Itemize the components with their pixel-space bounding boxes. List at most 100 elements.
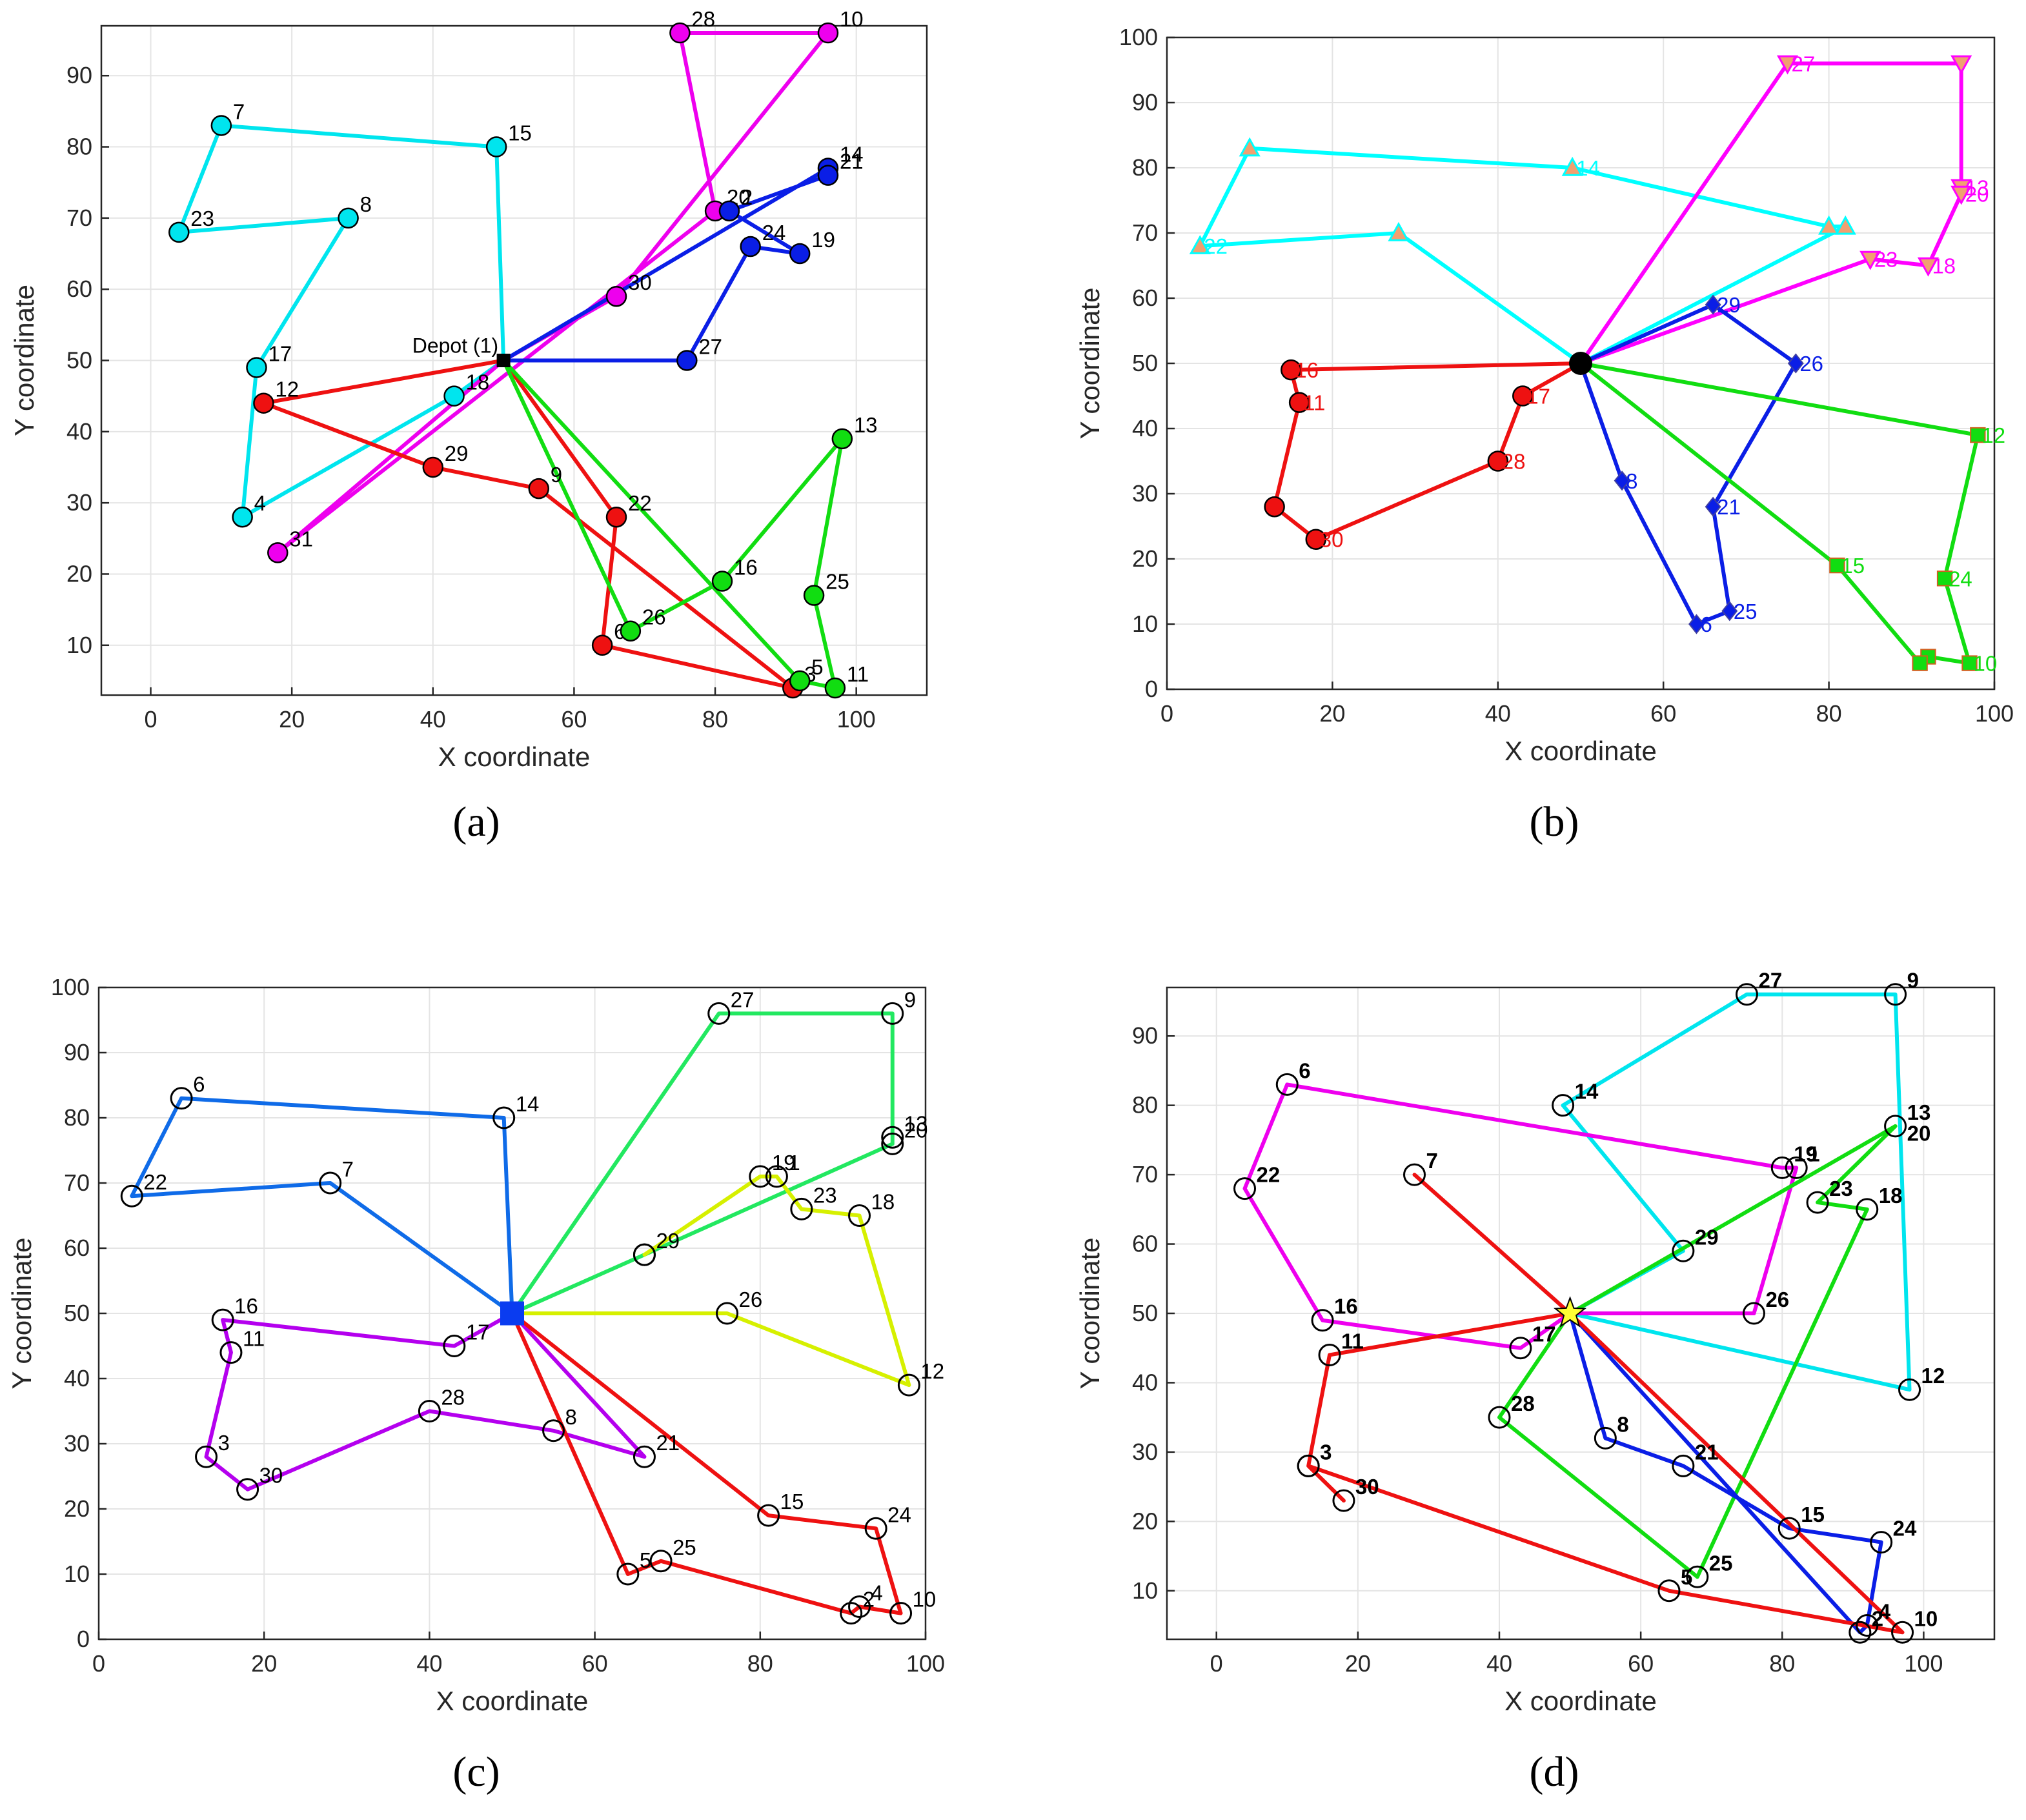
chart-a-node-label: 10 bbox=[840, 7, 864, 31]
chart-c-y-tick-label: 40 bbox=[64, 1365, 90, 1391]
chart-a-node-point bbox=[669, 22, 691, 44]
chart-a-node-label: 30 bbox=[628, 270, 652, 294]
chart-c-node-label: 5 bbox=[640, 1548, 651, 1572]
chart-d-node-label: 28 bbox=[1511, 1391, 1535, 1415]
chart-d-node-label: 27 bbox=[1758, 969, 1782, 993]
chart-c-x-tick-label: 80 bbox=[747, 1650, 773, 1677]
chart-d-node-point bbox=[1898, 1378, 1921, 1401]
chart-a-node-label: 5 bbox=[811, 655, 823, 679]
chart-c-node-point bbox=[848, 1595, 871, 1618]
chart-b-y-tick-label: 20 bbox=[1132, 545, 1158, 572]
chart-b-node-label: 12 bbox=[1981, 423, 2005, 447]
chart-c-node-point bbox=[319, 1171, 342, 1195]
chart-c-node-point bbox=[542, 1419, 565, 1442]
chart-a-node-label: 27 bbox=[698, 335, 722, 359]
chart-d-node-label: 8 bbox=[1617, 1412, 1628, 1436]
chart-a-y-tick-label: 70 bbox=[66, 205, 92, 231]
chart-a-node-label: 22 bbox=[628, 491, 652, 515]
chart-a-node-label: 18 bbox=[466, 370, 490, 394]
chart-c-node-label: 26 bbox=[739, 1288, 763, 1311]
chart-a-node-label: 26 bbox=[642, 605, 666, 629]
chart-d-node-point bbox=[1870, 1531, 1893, 1554]
chart-c-node-label: 7 bbox=[342, 1157, 354, 1181]
chart-c-node-label: 24 bbox=[887, 1502, 911, 1526]
chart-a-node-label: 31 bbox=[289, 527, 313, 551]
chart-d-node-label: 21 bbox=[1695, 1440, 1719, 1464]
chart-c-route-line-1 bbox=[130, 1096, 514, 1315]
chart-a-node-point bbox=[740, 236, 761, 258]
chart-b-x-tick-label: 40 bbox=[1485, 700, 1511, 727]
chart-a-route-line-4 bbox=[261, 358, 795, 690]
chart-c-route-line-3 bbox=[510, 1174, 911, 1388]
chart-a-y-tick-label: 80 bbox=[66, 134, 92, 160]
chart-b-node-label: 25 bbox=[1734, 600, 1758, 623]
chart-c-node-point bbox=[236, 1478, 259, 1501]
chart-a-node-point bbox=[246, 357, 267, 378]
chart-d-node-label: 10 bbox=[1914, 1606, 1938, 1630]
chart-a-x-tick-label: 40 bbox=[420, 706, 446, 733]
chart-a-node-point bbox=[232, 506, 253, 528]
chart-d-route-line-2 bbox=[1242, 1082, 1799, 1350]
chart-a-node-point bbox=[824, 677, 846, 699]
chart-d-node-label: 6 bbox=[1299, 1058, 1310, 1082]
chart-d-y-tick-label: 50 bbox=[1132, 1300, 1158, 1326]
chart-b-node-label: 14 bbox=[1576, 156, 1600, 180]
chart-d-node-point bbox=[1672, 1454, 1695, 1477]
chart-b-x-tick-label: 0 bbox=[1160, 700, 1173, 727]
chart-a-node-point bbox=[711, 571, 733, 592]
chart-d-node-label: 25 bbox=[1709, 1551, 1733, 1575]
chart-c-node-label: 3 bbox=[218, 1431, 230, 1455]
chart-d-x-tick-label: 80 bbox=[1769, 1650, 1795, 1677]
chart-b-node-label: 23 bbox=[1874, 247, 1898, 271]
chart-c-node-label: 19 bbox=[772, 1151, 796, 1175]
chart-b-node-point bbox=[1705, 496, 1721, 517]
chart-b-y-tick-label: 90 bbox=[1132, 89, 1158, 116]
chart-d-node-point bbox=[1778, 1517, 1801, 1540]
chart-a-x-tick-label: 60 bbox=[561, 706, 587, 733]
chart-a-y-tick-label: 90 bbox=[66, 62, 92, 88]
chart-b-node-point bbox=[1818, 215, 1840, 235]
chart-b-node-label: 27 bbox=[1792, 52, 1816, 76]
chart-a-x-axis-label: X coordinate bbox=[438, 742, 591, 772]
chart-a-y-tick-label: 10 bbox=[66, 632, 92, 658]
chart-b-node-label: 6 bbox=[1700, 612, 1712, 636]
chart-d-node-point bbox=[1332, 1489, 1355, 1512]
chart-c-x-tick-label: 0 bbox=[92, 1650, 105, 1677]
chart-a-node-point bbox=[443, 385, 465, 407]
chart-a-node-label: 17 bbox=[268, 342, 292, 366]
chart-c-node-point bbox=[633, 1243, 656, 1266]
chart-c-node-point bbox=[881, 1126, 904, 1149]
chart-d-node-label: 22 bbox=[1257, 1163, 1281, 1187]
chart-c-node-label: 17 bbox=[466, 1320, 490, 1344]
chart-b-node-label: 11 bbox=[1303, 391, 1325, 415]
chart-c-node-point bbox=[649, 1550, 673, 1573]
chart-d-node-point bbox=[1856, 1614, 1879, 1637]
chart-d-x-tick-label: 20 bbox=[1345, 1650, 1371, 1677]
chart-c-node-label: 10 bbox=[913, 1588, 937, 1612]
chart-d-node-point bbox=[1552, 1094, 1575, 1117]
chart-b-node-point bbox=[1961, 655, 1978, 671]
chart-a-node-point bbox=[817, 165, 839, 186]
chart-c-node-label: 29 bbox=[656, 1229, 680, 1253]
chart-a-node-point bbox=[817, 22, 839, 44]
chart-d-node-label: 15 bbox=[1801, 1502, 1825, 1526]
chart-a-node-label: 2 bbox=[741, 185, 753, 209]
chart-d-route-line-5 bbox=[1306, 1173, 1905, 1635]
chart-c-y-tick-label: 70 bbox=[64, 1169, 90, 1196]
chart-b-node-point bbox=[1281, 359, 1302, 381]
chart-b-node-label: 18 bbox=[1932, 254, 1956, 278]
chart-c-node-label: 23 bbox=[813, 1183, 837, 1207]
chart-c-x-tick-label: 40 bbox=[416, 1650, 442, 1677]
chart-b-node-point bbox=[1970, 427, 1986, 443]
chart-a-node-point bbox=[338, 207, 359, 229]
chart-b-y-tick-label: 50 bbox=[1132, 350, 1158, 376]
chart-c-node-point bbox=[707, 1002, 731, 1025]
chart-a-node-label: 11 bbox=[847, 662, 869, 686]
chart-c-node-point bbox=[864, 1517, 887, 1540]
chart-d-y-tick-label: 30 bbox=[1132, 1439, 1158, 1465]
chart-a-node-label: 13 bbox=[854, 413, 878, 437]
chart-c-node-point bbox=[757, 1504, 780, 1527]
chart-b-node-point bbox=[1264, 496, 1285, 518]
chart-a-node-point bbox=[485, 136, 507, 157]
chart-b-node-label: 29 bbox=[1717, 293, 1741, 317]
